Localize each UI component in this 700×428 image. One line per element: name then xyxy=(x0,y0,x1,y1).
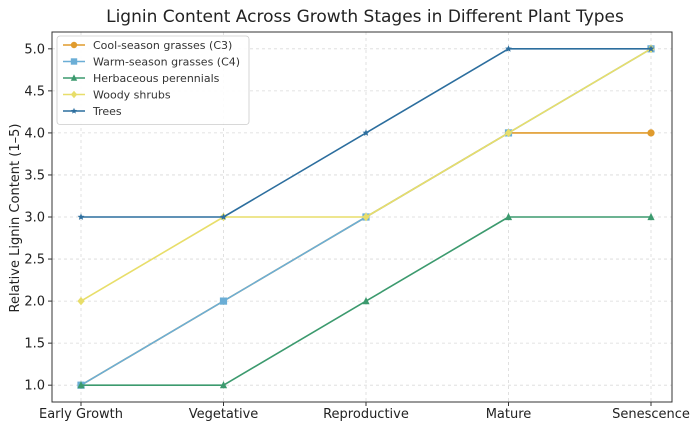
legend-label: Warm-season grasses (C4) xyxy=(93,56,240,69)
y-tick-label: 1.5 xyxy=(24,337,45,352)
data-point xyxy=(504,212,513,221)
y-tick-label: 2.5 xyxy=(24,253,45,268)
legend-label: Trees xyxy=(92,105,122,118)
legend-marker xyxy=(70,107,78,114)
legend-item: Trees xyxy=(63,105,122,118)
data-point xyxy=(647,129,655,137)
data-point xyxy=(362,129,370,136)
data-point xyxy=(362,212,370,222)
data-point xyxy=(219,297,228,305)
data-point xyxy=(647,45,655,52)
x-tick-label: Mature xyxy=(486,407,532,422)
legend-item: Woody shrubs xyxy=(63,89,171,102)
series-3 xyxy=(77,212,655,389)
y-tick-label: 1.0 xyxy=(24,379,45,394)
data-point xyxy=(77,213,85,220)
legend-label: Herbaceous perennials xyxy=(93,72,220,85)
plot-frame xyxy=(51,31,673,403)
legend-label: Woody shrubs xyxy=(93,89,171,102)
x-tick-label: Vegetative xyxy=(189,407,259,422)
x-tick-label: Early Growth xyxy=(39,407,123,422)
legend-item: Herbaceous perennials xyxy=(63,72,220,85)
data-point xyxy=(220,213,227,220)
legend-marker xyxy=(70,74,78,81)
y-tick-label: 2.0 xyxy=(24,295,45,310)
y-tick-label: 3.5 xyxy=(24,168,45,183)
axes: 1.0 1.5 2.0 2.5 3.0 3.5 4.0 4.5 5.0 Early Growth V… xyxy=(24,31,690,422)
legend-item: Warm-season grasses (C4) xyxy=(63,56,240,69)
y-tick-label: 4.5 xyxy=(24,84,45,99)
data-point xyxy=(505,45,512,52)
chart-title: Lignin Content Across Growth Stages in D… xyxy=(106,7,624,27)
data-point xyxy=(219,381,228,389)
legend-label: Cool-season grasses (C3) xyxy=(93,39,232,52)
legend-item: Cool-season grasses (C3) xyxy=(63,39,232,52)
legend-marker xyxy=(70,41,78,49)
legend-marker xyxy=(70,90,78,99)
legend-box xyxy=(56,35,250,125)
x-tick-label: Reproductive xyxy=(323,407,409,422)
series-5 xyxy=(77,45,655,220)
x-tick-label: Senescence xyxy=(612,407,690,422)
data-point xyxy=(504,128,513,138)
data-point xyxy=(77,381,85,389)
y-axis-label: Relative Lignin Content (1–5) xyxy=(8,124,23,313)
y-tick-label: 3.0 xyxy=(24,211,45,226)
data-point xyxy=(647,212,655,221)
series-layer xyxy=(77,44,655,389)
data-point xyxy=(362,296,370,305)
y-tick-label: 4.0 xyxy=(24,126,45,141)
y-tick-label: 5.0 xyxy=(24,42,45,57)
legend: Cool-season grasses (C3) Warm-season gras… xyxy=(56,35,250,125)
legend-marker xyxy=(70,58,78,65)
data-point xyxy=(77,296,85,306)
